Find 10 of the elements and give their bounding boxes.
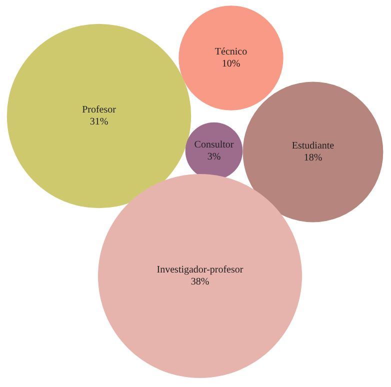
category-label: Estudiante <box>292 140 335 152</box>
category-label: Profesor <box>82 104 117 116</box>
category-label: Consultor <box>194 140 234 151</box>
data-label: 38% <box>190 276 210 288</box>
data-label: 18% <box>304 152 322 164</box>
data-label: 3% <box>207 152 221 163</box>
category-label: Investigador-profesor <box>156 264 244 276</box>
category-label: Técnico <box>214 46 248 58</box>
data-label: 31% <box>90 116 108 128</box>
data-label: 10% <box>222 58 240 70</box>
